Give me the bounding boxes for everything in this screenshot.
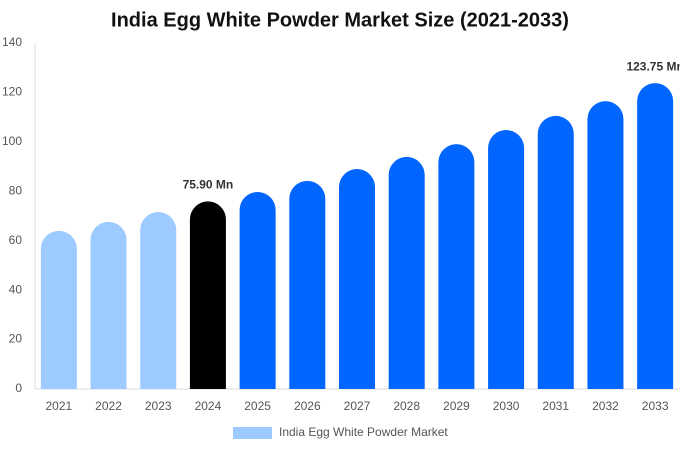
x-tick-label: 2026 [294, 399, 321, 413]
bar [140, 212, 177, 389]
legend-label: India Egg White Powder Market [279, 425, 448, 439]
y-tick-label: 80 [9, 183, 23, 197]
y-tick-label: 140 [2, 35, 22, 49]
bar [438, 144, 475, 389]
x-tick-label: 2028 [393, 399, 420, 413]
x-tick-label: 2027 [344, 399, 371, 413]
y-tick-label: 40 [9, 282, 23, 296]
value-label: 123.75 Mn [626, 59, 680, 73]
bar [587, 101, 624, 389]
x-tick-label: 2021 [45, 399, 72, 413]
x-tick-label: 2033 [642, 399, 669, 413]
bar [40, 230, 77, 389]
x-tick-label: 2025 [244, 399, 271, 413]
x-tick-label: 2024 [195, 399, 222, 413]
bar [239, 192, 276, 389]
y-tick-label: 0 [15, 381, 22, 395]
x-tick-label: 2030 [493, 399, 520, 413]
y-tick-label: 100 [2, 134, 22, 148]
x-tick-label: 2031 [542, 399, 569, 413]
bar [537, 115, 574, 389]
value-label: 75.90 Mn [183, 178, 234, 192]
bar [289, 180, 326, 389]
chart-title: India Egg White Powder Market Size (2021… [111, 9, 569, 31]
bar [189, 201, 226, 389]
bar [90, 221, 127, 389]
x-tick-label: 2023 [145, 399, 172, 413]
bar [637, 83, 674, 390]
y-tick-label: 20 [9, 332, 23, 346]
bar [488, 130, 525, 389]
x-tick-label: 2032 [592, 399, 619, 413]
y-tick-label: 60 [9, 233, 23, 247]
x-tick-label: 2022 [95, 399, 122, 413]
legend-swatch [233, 427, 272, 439]
y-tick-label: 120 [2, 85, 22, 99]
x-tick-label: 2029 [443, 399, 470, 413]
bar [388, 156, 425, 389]
bar [339, 169, 375, 389]
